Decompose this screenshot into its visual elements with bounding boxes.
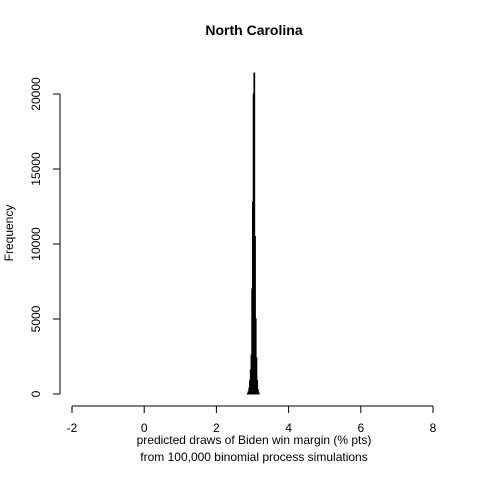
x-axis: -2 0 2 4 6 8	[67, 405, 437, 435]
x-tick-label: 8	[430, 421, 437, 435]
x-tick-label: 2	[213, 421, 220, 435]
y-tick-label: 0	[29, 390, 43, 397]
x-tick-label: 6	[357, 421, 364, 435]
x-tick-label: 0	[141, 421, 148, 435]
y-axis-label: Frequency	[2, 205, 16, 262]
x-axis-label-line-2: from 100,000 binomial process simulation…	[140, 450, 367, 464]
x-tick-label: -2	[67, 421, 78, 435]
y-tick-label: 10000	[29, 227, 43, 261]
y-tick-label: 15000	[29, 152, 43, 186]
plot-area	[246, 72, 260, 395]
x-axis-label-line-1: predicted draws of Biden win margin (% p…	[137, 433, 372, 447]
y-axis: 0 5000 10000 15000 20000	[29, 77, 61, 397]
x-tick-label: 4	[285, 421, 292, 435]
chart-title: North Carolina	[205, 22, 302, 38]
y-tick-label: 5000	[29, 305, 43, 332]
y-tick-label: 20000	[29, 77, 43, 111]
histogram-bar	[257, 392, 260, 395]
